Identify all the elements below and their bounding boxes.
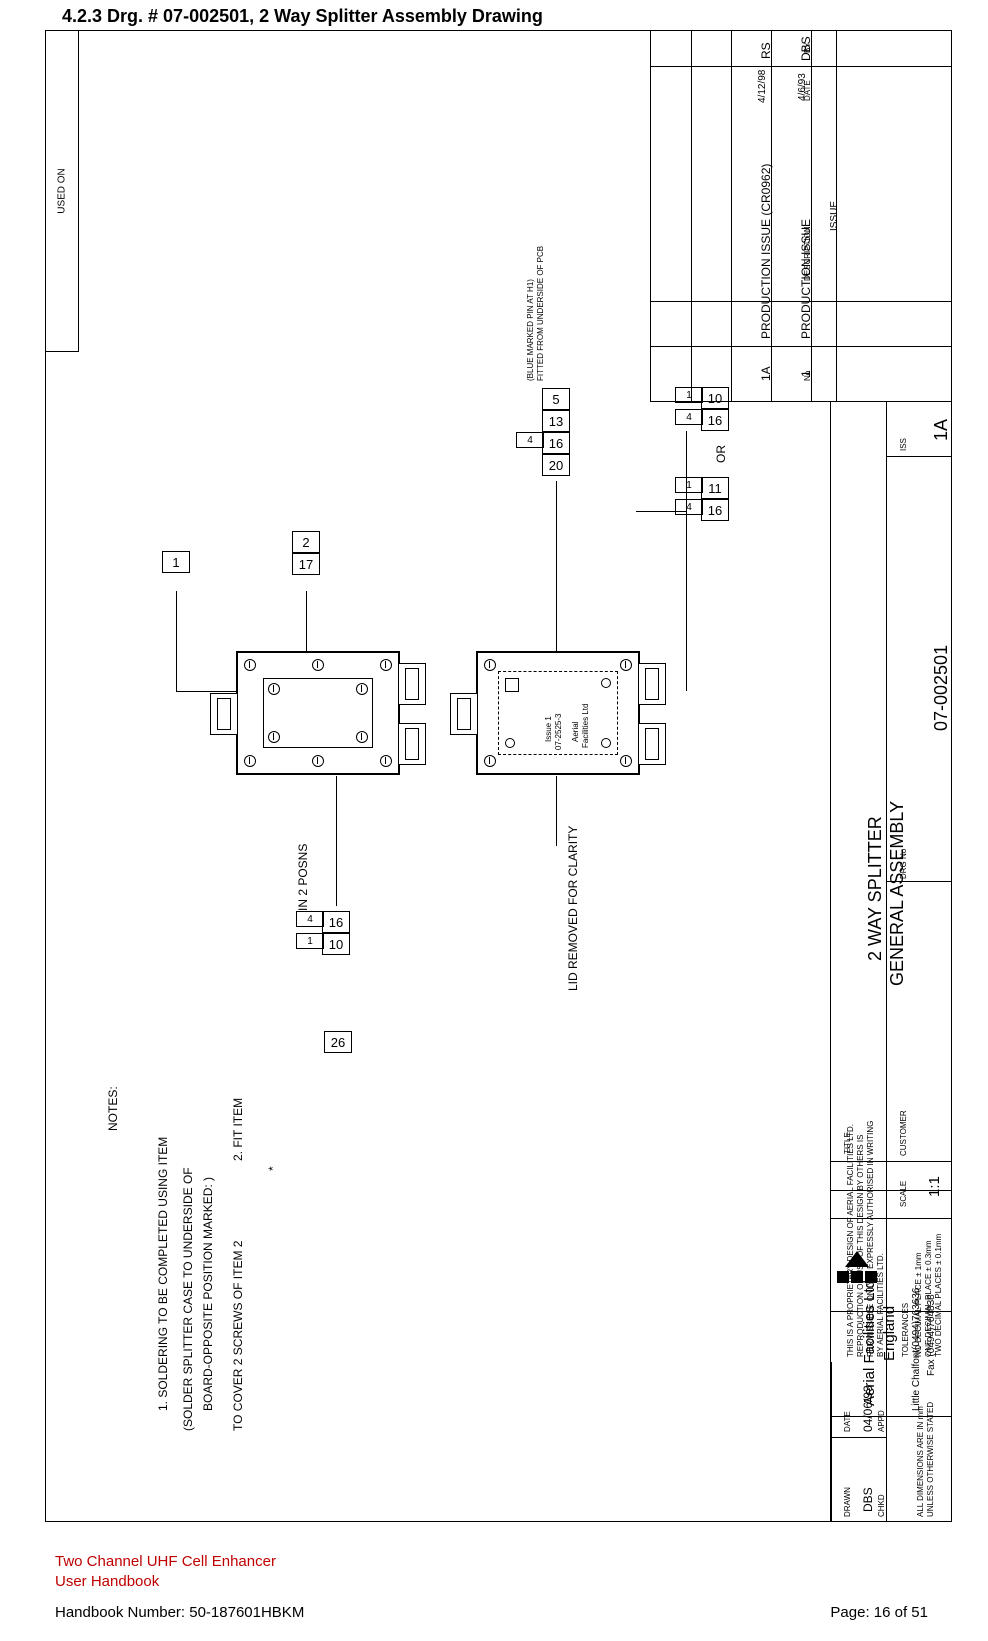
rev-2-no: 1 (799, 370, 813, 377)
dim-text: UNLESS OTHERWISE STATED (926, 1402, 935, 1517)
pcb-text: Aerial (571, 722, 580, 742)
pcb-text: Issue 1 (544, 716, 553, 742)
prop-text: THIS IS A PROPRIETARY DESIGN OF AERIAL F… (846, 1124, 855, 1357)
in-2-posns: IN 2 POSNS (296, 844, 310, 911)
callout-2-17: 2 17 (292, 531, 320, 575)
rev-2-by: DBS (799, 36, 813, 61)
drawn-label: DRAWN (843, 1487, 852, 1517)
fit-note: FITTED FROM UNDERSIDE OF PCB (536, 246, 545, 381)
iss-value: 1A (931, 419, 952, 441)
note-item-26: 26 (324, 1031, 352, 1053)
date-label: DATE (843, 1411, 852, 1432)
scale-value: 1:1 (926, 1176, 943, 1197)
rev-1-desc: PRODUCTION ISSUE (CR0962) (759, 164, 773, 339)
pcb-text: 07-2525-3 (554, 714, 563, 750)
device-lid-on (236, 651, 400, 775)
prop-text: REPRODUCTION OR USE OF THIS DESIGN BY OT… (856, 1135, 865, 1357)
fit-note2: (BLUE MARKED PIN AT H1) (526, 279, 535, 381)
footer-page-number: Page: 16 of 51 (830, 1604, 928, 1621)
dim-text: ALL DIMENSIONS ARE IN mm (916, 1406, 925, 1517)
rev-1-no: 1A (759, 366, 773, 381)
note-1: 1. SOLDERING TO BE COMPLETED USING ITEM (156, 1137, 170, 1411)
meta-block: DRAWN DBS DATE 04/06/93 CHKD APPD THIS I… (830, 1161, 951, 1521)
chkd-label: CHKD (877, 1494, 886, 1517)
callout-sub4: 4 (516, 432, 544, 448)
drawn-value: DBS (861, 1487, 875, 1512)
footer-title: Two Channel UHF Cell Enhancer User Handb… (55, 1552, 276, 1591)
callout-5-13-16-20: 5 13 16 20 (542, 388, 570, 476)
rev-2-date: 4/6/93 (797, 73, 808, 101)
note-1c: BOARD-OPPOSITE POSITION MARKED: ) (201, 1177, 215, 1411)
note-2b: TO COVER 2 SCREWS OF ITEM 2 (231, 1241, 245, 1431)
rev-2-desc: PRODUCTION ISSUE (799, 219, 813, 339)
notes-title: NOTES: (106, 1086, 120, 1131)
drawing-frame: USED ON (45, 30, 952, 1522)
issue-label: ISSUE (829, 201, 840, 231)
or-label: OR (714, 445, 728, 463)
customer-label: CUSTOMER (899, 1110, 908, 1156)
prop-text: PERMISSIBLE ONLY IF EXPRESSLY AUTHORISED… (866, 1121, 875, 1357)
callout-11-16-sub: 1 4 (675, 477, 703, 515)
used-on-block: USED ON (46, 31, 79, 352)
callout-16-10-sub: 4 1 (296, 911, 324, 949)
rev-1-date: 4/12/98 (757, 70, 768, 103)
iss-label: ISS (899, 438, 908, 451)
drg-number: 07-002501 (931, 645, 952, 731)
tol-text: NO DECIMAL PLACE ± 1mm (914, 1252, 923, 1357)
callout-11-16: 11 16 (701, 477, 729, 521)
page: 4.2.3 Drg. # 07-002501, 2 Way Splitter A… (0, 0, 988, 1641)
tol-text: TWO DECIMAL PLACES ± 0.1mm (934, 1234, 943, 1357)
device-lid-off: Aerial Facilities Ltd 07-2525-3 Issue 1 (476, 651, 640, 775)
rev-1-by: RS (759, 42, 773, 59)
pcb-text: Facilities Ltd (581, 704, 590, 748)
footer-handbook-number: Handbook Number: 50-187601HBKM (55, 1604, 304, 1621)
title-line1: 2 WAY SPLITTER (865, 816, 886, 961)
section-heading: 4.2.3 Drg. # 07-002501, 2 Way Splitter A… (62, 6, 543, 27)
appd-label: APPD (877, 1410, 886, 1432)
tol-text: ONE DECIMAL PLACE ± 0.3mm (924, 1240, 933, 1357)
revisions-block: ISSUE No DESCRIPTION DATE BY 1A PRODUCTI… (650, 31, 951, 402)
callout-1: 1 (162, 551, 190, 573)
prop-text: BY AERIAL FACILITIES LTD. (876, 1253, 885, 1357)
note-star: * (266, 1166, 280, 1171)
date-value: 04/06/93 (861, 1385, 875, 1432)
lid-removed-note: LID REMOVED FOR CLARITY (566, 826, 580, 991)
note-2a: 2. FIT ITEM (231, 1098, 245, 1161)
note-1b: (SOLDER SPLITTER CASE TO UNDERSIDE OF (181, 1167, 195, 1431)
tol-label: TOLERANCES (901, 1303, 910, 1357)
scale-label: SCALE (899, 1181, 908, 1207)
title-line2: GENERAL ASSEMBLY (887, 801, 908, 986)
drg-label: DRG No (899, 849, 908, 879)
callout-16-10: 16 10 (322, 911, 350, 955)
used-on-label: USED ON (57, 168, 68, 214)
